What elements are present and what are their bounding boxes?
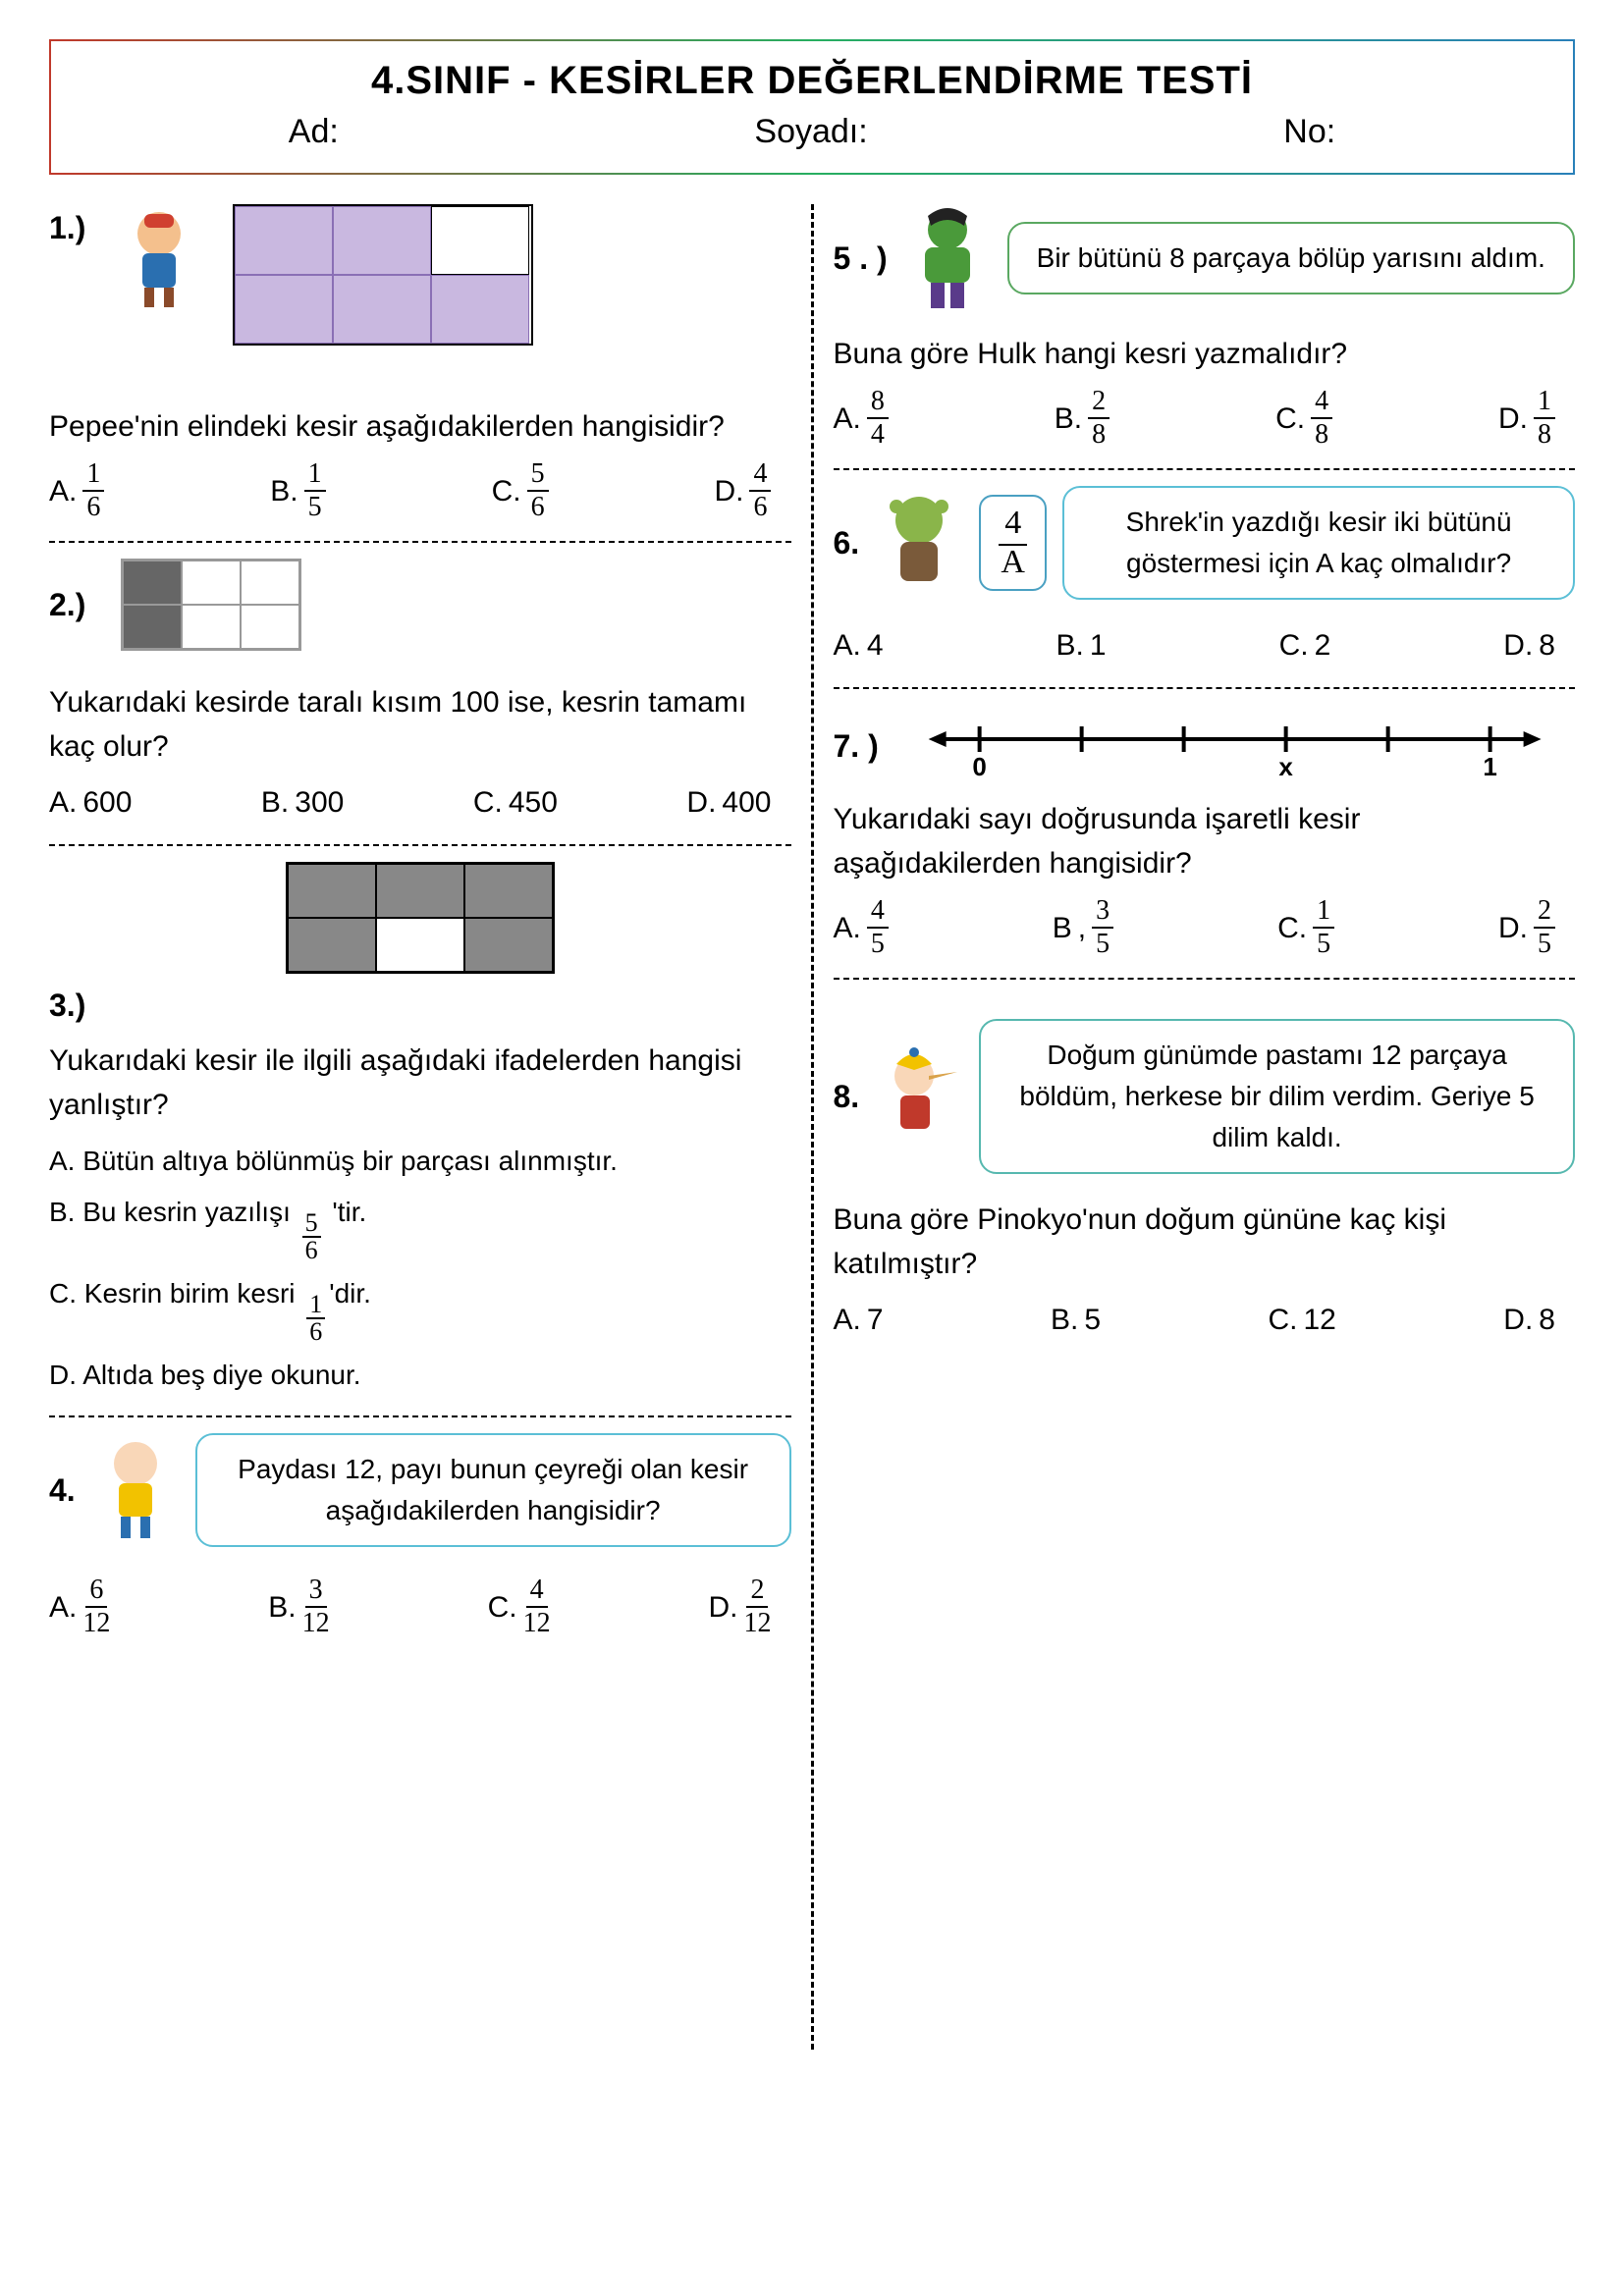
- q6-opt-A[interactable]: A. 4: [834, 623, 884, 667]
- q5-opt-B[interactable]: B.28: [1055, 388, 1110, 449]
- q3-opt-A[interactable]: A. Bütün altıya bölünmüş bir parçası alı…: [49, 1141, 791, 1182]
- q2-options: A. 600 B.300 C. 450 D. 400: [49, 780, 791, 825]
- q4-opt-D[interactable]: D.212: [708, 1576, 771, 1637]
- hulk-character-icon: [903, 204, 992, 312]
- q2-text: Yukarıdaki kesirde taralı kısım 100 ise,…: [49, 680, 791, 769]
- left-column: 1.) Pepee'nin elindeki kesir aşağıdakile…: [49, 204, 791, 2050]
- q6-opt-C[interactable]: C. 2: [1279, 623, 1331, 667]
- q2-number: 2.): [49, 581, 85, 628]
- q4-speech-bubble: Paydası 12, payı bunun çeyreği olan kesi…: [195, 1433, 791, 1547]
- field-no: No:: [1283, 113, 1335, 151]
- q3-text: Yukarıdaki kesir ile ilgili aşağıdaki if…: [49, 1039, 791, 1127]
- column-divider: [811, 204, 814, 2050]
- title: 4.SINIF - KESİRLER DEĞERLENDİRME TESTİ: [81, 59, 1543, 103]
- q1-opt-A[interactable]: A.16: [49, 460, 104, 521]
- question-3: 3.) Yukarıdaki kesir ile ilgili aşağıdak…: [49, 862, 791, 1396]
- q3-number: 3.): [49, 988, 85, 1023]
- q4-opt-C[interactable]: C.412: [488, 1576, 551, 1637]
- q5-number: 5 . ): [834, 235, 888, 282]
- q1-options: A.16 B.15 C.56 D.46: [49, 460, 791, 521]
- q7-number-line: 0 x 1: [894, 715, 1575, 783]
- pinocchio-character-icon: [875, 1042, 963, 1150]
- q5-opt-C[interactable]: C.48: [1275, 388, 1332, 449]
- q6-fraction-box: 4A: [979, 495, 1047, 591]
- q4-options: A.612 B.312 C.412 D.212: [49, 1576, 791, 1637]
- q6-options: A. 4 B. 1 C. 2 D. 8: [834, 623, 1576, 667]
- q2-opt-D[interactable]: D. 400: [686, 780, 771, 825]
- svg-text:1: 1: [1483, 752, 1496, 781]
- caillou-character-icon: [91, 1436, 180, 1544]
- q8-opt-D[interactable]: D.8: [1503, 1298, 1555, 1342]
- question-5: 5 . ) Bir bütünü 8 parçaya bölüp yarısın…: [834, 204, 1576, 449]
- q3-fraction-grid: [286, 862, 555, 974]
- q7-number: 7. ): [834, 722, 879, 770]
- q3-opt-C[interactable]: C. Kesrin birim kesri 16'dir.: [49, 1273, 791, 1345]
- field-ad: Ad:: [289, 113, 339, 151]
- q8-number: 8.: [834, 1073, 860, 1120]
- q5-opt-D[interactable]: D.18: [1498, 388, 1555, 449]
- q5-text: Buna göre Hulk hangi kesri yazmalıdır?: [834, 332, 1576, 376]
- q7-opt-D[interactable]: D.25: [1498, 897, 1555, 958]
- q5-options: A.84 B.28 C.48 D.18: [834, 388, 1576, 449]
- pepee-character-icon: [115, 204, 203, 312]
- q1-fraction-grid: [233, 204, 533, 346]
- q2-fraction-grid: [121, 559, 301, 651]
- q5-speech-bubble: Bir bütünü 8 parçaya bölüp yarısını aldı…: [1007, 222, 1575, 294]
- q1-text: Pepee'nin elindeki kesir aşağıdakilerden…: [49, 404, 791, 449]
- q4-number: 4.: [49, 1467, 76, 1514]
- q3-opt-D[interactable]: D. Altıda beş diye okunur.: [49, 1355, 791, 1396]
- q8-opt-C[interactable]: C. 12: [1268, 1298, 1335, 1342]
- q4-opt-A[interactable]: A.612: [49, 1576, 110, 1637]
- question-2: 2.) Yukarıdaki kesirde taralı kısım 100 …: [49, 559, 791, 825]
- question-7: 7. ) 0 x 1: [834, 705, 1576, 958]
- q5-opt-A[interactable]: A.84: [834, 388, 889, 449]
- question-6: 6. 4A Shrek'in yazdığı kesir iki bütünü …: [834, 486, 1576, 667]
- q2-opt-B[interactable]: B.300: [261, 780, 344, 825]
- q8-opt-B[interactable]: B. 5: [1051, 1298, 1101, 1342]
- q2-opt-A[interactable]: A. 600: [49, 780, 132, 825]
- q1-opt-D[interactable]: D.46: [714, 460, 771, 521]
- q7-opt-A[interactable]: A.45: [834, 897, 889, 958]
- svg-text:x: x: [1278, 752, 1293, 781]
- q6-speech-bubble: Shrek'in yazdığı kesir iki bütünü göster…: [1062, 486, 1575, 600]
- q8-opt-A[interactable]: A. 7: [834, 1298, 884, 1342]
- q6-opt-B[interactable]: B. 1: [1056, 623, 1107, 667]
- q8-speech-bubble: Doğum günümde pastamı 12 parçaya böldüm,…: [979, 1019, 1575, 1174]
- q7-opt-C[interactable]: C.15: [1277, 897, 1334, 958]
- q1-opt-C[interactable]: C.56: [492, 460, 549, 521]
- question-4: 4. Paydası 12, payı bunun çeyreği olan k…: [49, 1433, 791, 1637]
- q4-opt-B[interactable]: B.312: [268, 1576, 329, 1637]
- q8-text: Buna göre Pinokyo'nun doğum gününe kaç k…: [834, 1198, 1576, 1286]
- worksheet-header: 4.SINIF - KESİRLER DEĞERLENDİRME TESTİ A…: [49, 39, 1575, 175]
- shrek-character-icon: [875, 489, 963, 597]
- q6-number: 6.: [834, 519, 860, 566]
- question-8: 8. Doğum günümde pastamı 12 parçaya böld…: [834, 1019, 1576, 1342]
- q7-opt-B[interactable]: B,35: [1053, 897, 1113, 958]
- q3-opt-B[interactable]: B. Bu kesrin yazılışı 56 'tir.: [49, 1192, 791, 1263]
- q2-opt-C[interactable]: C. 450: [473, 780, 558, 825]
- q1-opt-B[interactable]: B.15: [270, 460, 325, 521]
- q1-number: 1.): [49, 204, 85, 251]
- q7-options: A.45 B,35 C.15 D.25: [834, 897, 1576, 958]
- question-1: 1.) Pepee'nin elindeki kesir aşağıdakile…: [49, 204, 791, 521]
- right-column: 5 . ) Bir bütünü 8 parçaya bölüp yarısın…: [834, 204, 1576, 2050]
- q8-options: A. 7 B. 5 C. 12 D.8: [834, 1298, 1576, 1342]
- q7-text: Yukarıdaki sayı doğrusunda işaretli kesi…: [834, 797, 1576, 885]
- svg-text:0: 0: [972, 752, 986, 781]
- field-soyad: Soyadı:: [754, 113, 867, 151]
- q6-opt-D[interactable]: D. 8: [1503, 623, 1555, 667]
